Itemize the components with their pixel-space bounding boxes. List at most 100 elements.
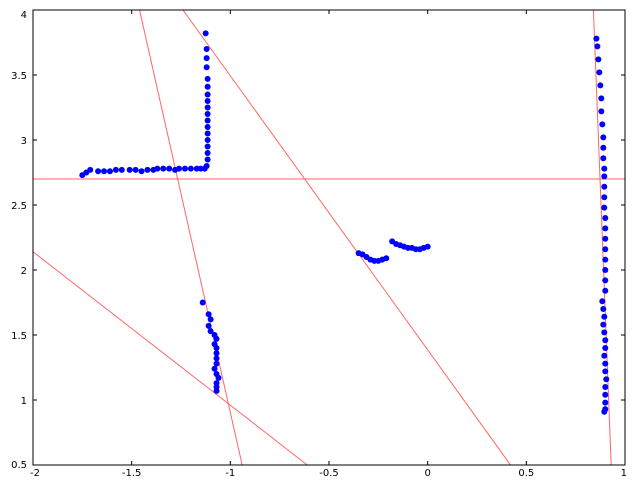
data-point (601, 408, 608, 415)
data-point (95, 168, 102, 175)
data-point (601, 173, 608, 180)
data-point (213, 387, 220, 394)
data-point (213, 360, 220, 367)
data-point (596, 69, 603, 76)
data-point (204, 130, 211, 137)
data-point (106, 168, 113, 175)
data-point (204, 104, 211, 111)
data-point (600, 321, 607, 328)
data-point (215, 374, 222, 381)
data-point (154, 165, 161, 172)
x-tick-label: -2 (30, 468, 40, 479)
data-point (204, 137, 211, 143)
data-point (594, 43, 601, 50)
data-point (138, 168, 145, 175)
x-tick-label: -1.5 (122, 468, 142, 479)
data-point (202, 30, 209, 37)
data-point (602, 267, 609, 273)
data-point (126, 166, 133, 173)
data-point (601, 329, 608, 336)
data-point (602, 277, 609, 284)
data-point (602, 235, 609, 242)
data-point (424, 243, 431, 250)
data-point (213, 350, 220, 357)
data-point (600, 134, 607, 141)
data-point (598, 108, 605, 115)
data-point (187, 165, 194, 172)
data-point (144, 166, 151, 173)
data-point (602, 384, 609, 390)
data-point (602, 246, 609, 253)
y-tick-label: 2.5 (11, 201, 27, 212)
data-point (213, 345, 220, 351)
data-point (595, 56, 602, 63)
data-point (602, 391, 609, 398)
data-point (383, 255, 390, 262)
data-point (602, 360, 609, 367)
fit-line-5 (592, 10, 612, 465)
y-tick-label: 3 (21, 136, 27, 147)
data-point (204, 83, 211, 90)
y-tick-label: 0.5 (11, 460, 27, 471)
fit-line-2 (182, 10, 511, 465)
data-point (166, 165, 173, 172)
data-point (601, 183, 608, 190)
data-point (204, 143, 211, 150)
data-point (176, 165, 183, 172)
data-point (205, 322, 212, 329)
data-point (203, 46, 210, 52)
data-point (602, 368, 609, 375)
data-point (599, 298, 606, 305)
data-point (602, 215, 609, 221)
y-tick-label: 1.5 (11, 331, 27, 342)
data-point (204, 156, 211, 163)
data-point (598, 95, 605, 102)
data-point (601, 194, 608, 201)
data-point (599, 121, 606, 128)
x-tick-label: 0.5 (518, 468, 534, 479)
data-point (112, 166, 119, 173)
x-tick-label: 0 (424, 468, 430, 479)
data-point (602, 287, 609, 294)
data-point (211, 365, 218, 372)
y-tick-label: 3.5 (11, 71, 27, 82)
data-point (199, 299, 206, 306)
data-point (602, 225, 609, 232)
data-point (597, 82, 604, 89)
data-point (160, 165, 167, 172)
data-point (601, 313, 608, 320)
data-point (601, 165, 608, 172)
data-point (593, 35, 600, 42)
data-point (87, 166, 94, 173)
x-axis: -2 -1.5 -1 -0.5 0 0.5 1 (30, 10, 627, 479)
x-tick-label: -0.5 (319, 468, 339, 479)
data-point (603, 376, 610, 383)
data-point (601, 352, 608, 359)
fit-line-4 (33, 251, 308, 465)
data-point (118, 166, 125, 173)
data-point (204, 91, 211, 98)
data-point (602, 256, 609, 263)
data-point (101, 168, 108, 175)
data-point (602, 337, 609, 344)
plot-frame (32, 9, 626, 466)
data-point (600, 306, 607, 312)
data-point (205, 311, 212, 318)
data-point (213, 355, 220, 362)
y-tick-label: 4 (21, 10, 27, 21)
data-point (600, 155, 607, 162)
data-point (203, 64, 210, 71)
data-point (213, 335, 220, 342)
data-point (204, 75, 211, 82)
data-point (203, 55, 210, 62)
data-points-layer (79, 30, 610, 415)
data-point (204, 111, 211, 117)
data-point (204, 117, 211, 124)
data-point (600, 144, 607, 151)
x-tick-label: 1 (621, 468, 627, 479)
y-tick-label: 2 (21, 266, 27, 277)
y-tick-label: 1 (21, 396, 27, 407)
data-point (132, 166, 139, 173)
data-point (602, 345, 609, 351)
